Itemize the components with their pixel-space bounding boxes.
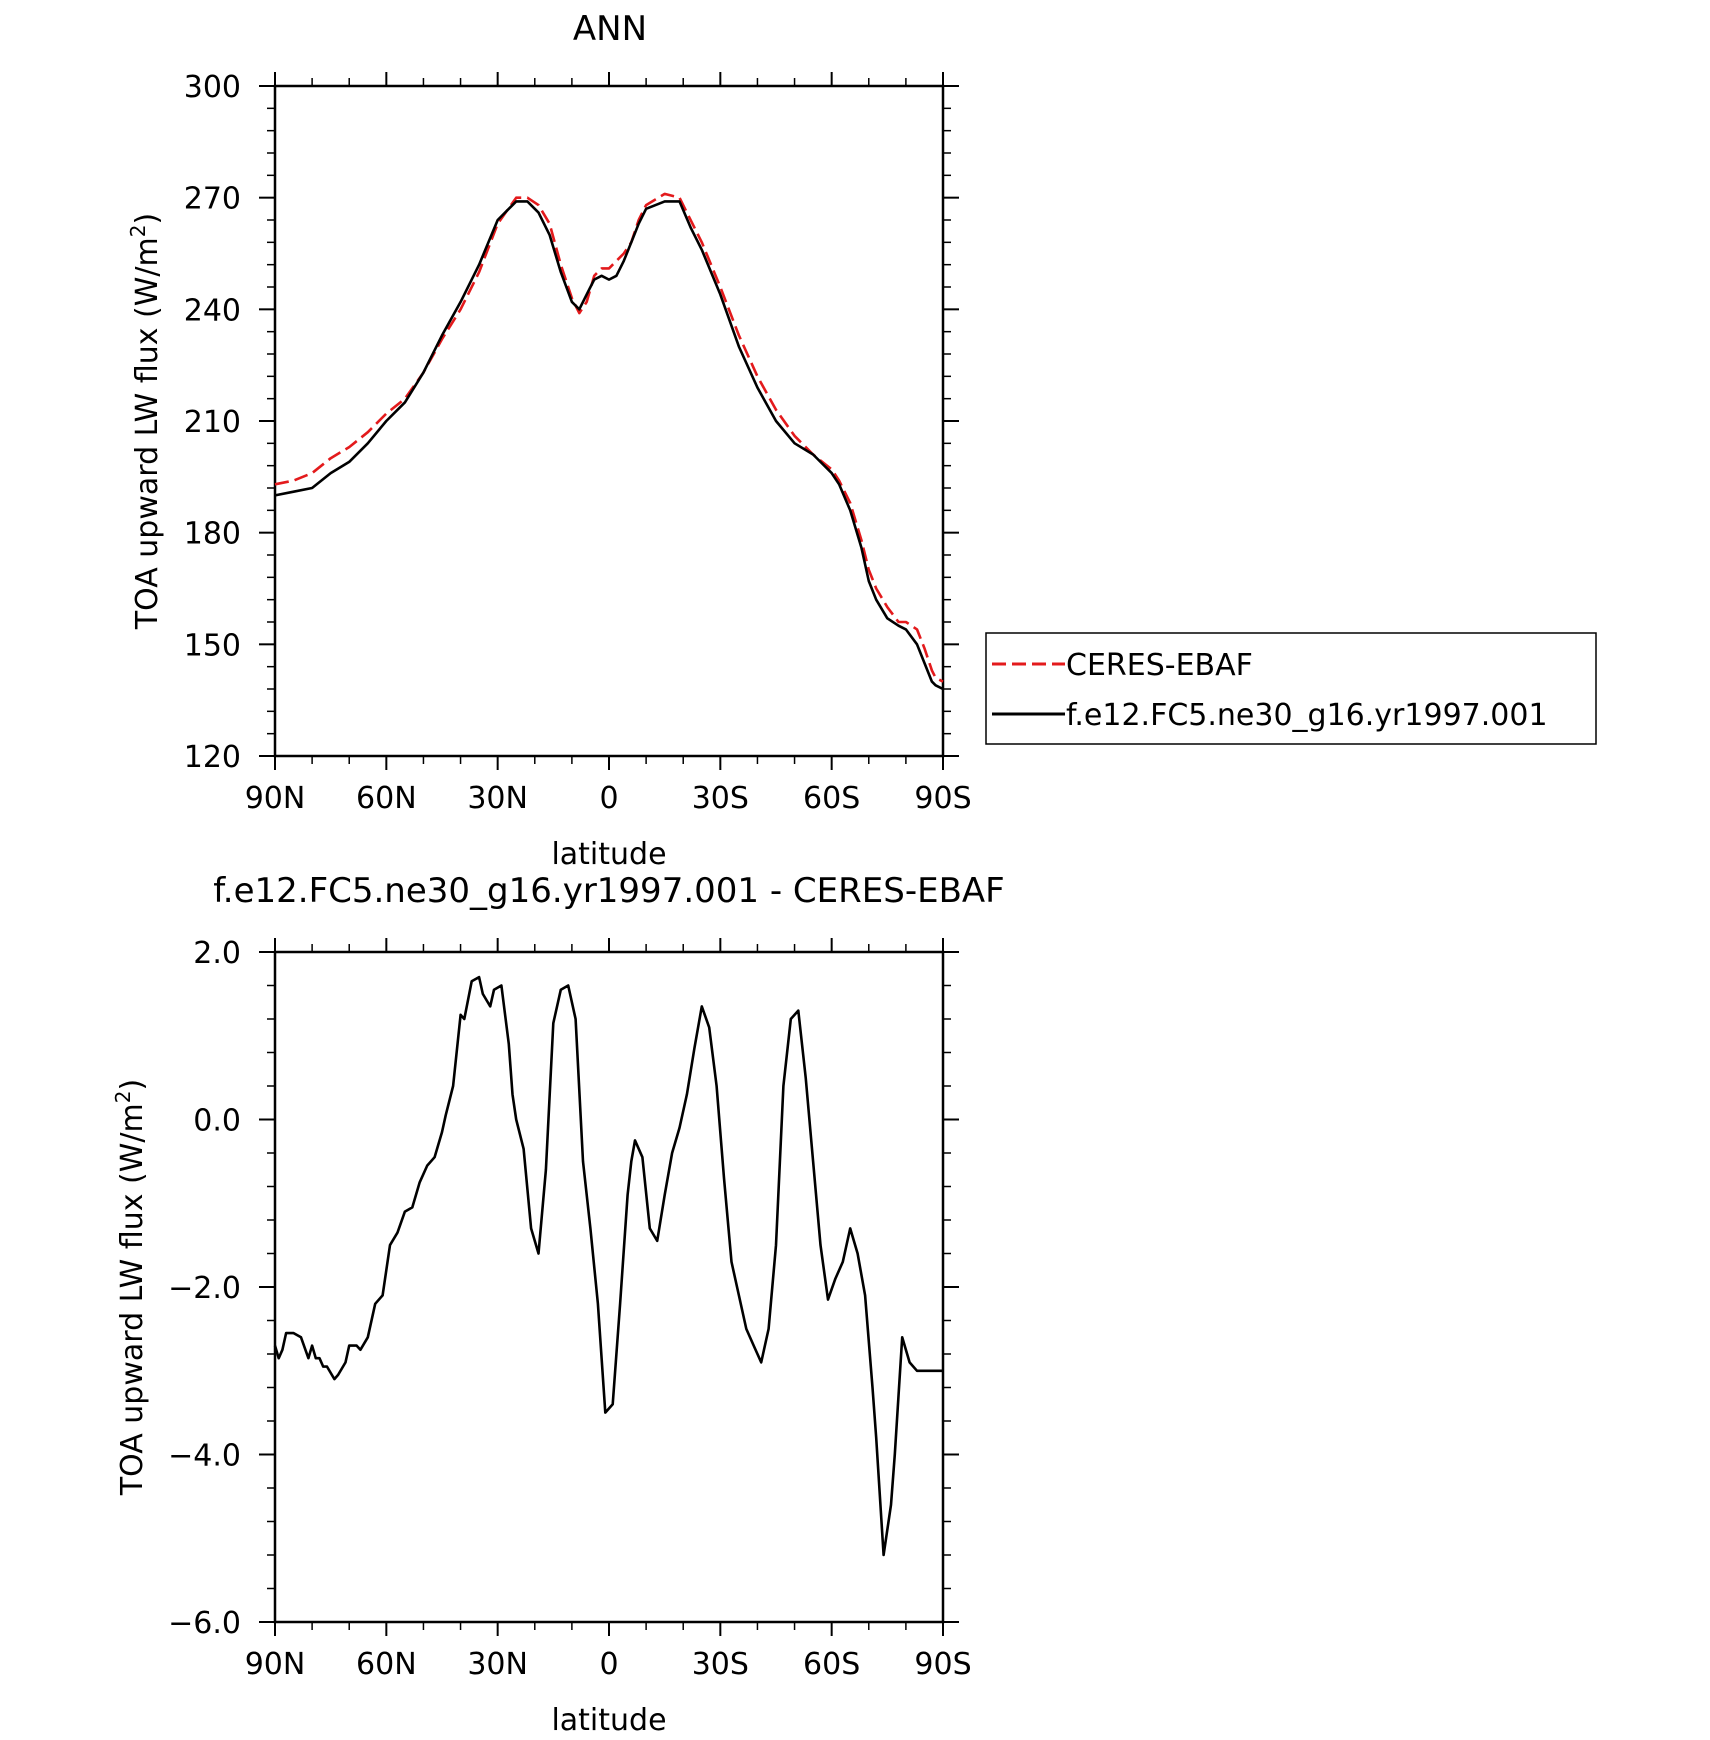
x-tick-label: 30S [692,781,749,816]
series-lines [273,975,943,1557]
chart-title: f.e12.FC5.ne30_g16.yr1997.001 - CERES-EB… [213,871,1004,911]
y-tick-label: −4.0 [168,1439,241,1474]
y-tick-label: 210 [184,405,241,440]
series-line-0 [273,975,943,1557]
chart-title: ANN [573,9,647,49]
y-axis-label-superscript: 2 [126,225,150,238]
x-tick-label: 60S [803,1647,860,1682]
y-axis-label-superscript: 2 [111,1091,135,1104]
y-axis-label: TOA upward LW flux (W/m2) [111,1079,150,1496]
x-tick-label: 30N [467,1647,528,1682]
series-lines [274,192,944,691]
series-line-0 [274,192,944,683]
legend-box [985,632,1597,745]
x-tick-label: 90S [914,1647,971,1682]
y-axis-label-text: TOA upward LW flux (W/m [130,237,165,630]
series-line-1 [274,200,944,691]
y-tick-label: 270 [184,182,241,217]
x-axis-label: latitude [551,1703,666,1738]
y-axis-label-suffix: ) [115,1079,150,1091]
y-tick-label: 0.0 [193,1104,241,1139]
plot-frame [273,84,945,758]
legend-label-model: f.e12.FC5.ne30_g16.yr1997.001 [1066,698,1548,733]
x-tick-label: 60N [356,1647,417,1682]
x-tick-label: 90S [914,781,971,816]
y-tick-label: −6.0 [168,1606,241,1641]
y-tick-label: 150 [184,628,241,663]
x-tick-label: 0 [599,781,618,816]
y-tick-label: 2.0 [193,936,241,971]
y-axis-label: TOA upward LW flux (W/m2) [126,213,165,630]
difference-chart: f.e12.FC5.ne30_g16.yr1997.001 - CERES-EB… [111,871,1005,1738]
x-tick-label: 0 [599,1647,618,1682]
x-tick-label: 30S [692,1647,749,1682]
axis-ticks: 90N 60N 30N 0 30S 60S 90S 120 150 180 210 240 270 300 [184,70,972,816]
axis-ticks: 90N 60N 30N 0 30S 60S 90S −6.0 −4.0 −2.0 0.0 2.0 [168,936,971,1682]
x-tick-label: 90N [245,1647,306,1682]
x-tick-label: 30N [467,781,528,816]
plot-frame [273,950,945,1624]
y-tick-label: 240 [184,293,241,328]
lw-flux-chart: ANN 90N 60N 30N 0 30S 60S 90S 120 150 180 210 240 27… [126,9,1597,872]
x-axis-label: latitude [551,837,666,872]
y-axis-label-text: TOA upward LW flux (W/m [115,1103,150,1496]
x-tick-label: 60S [803,781,860,816]
y-tick-label: 120 [184,740,241,775]
y-tick-label: 300 [184,70,241,105]
legend-label-ceres: CERES-EBAF [1066,648,1253,683]
y-tick-label: −2.0 [168,1271,241,1306]
y-tick-label: 180 [184,517,241,552]
x-tick-label: 90N [245,781,306,816]
y-axis-label-suffix: ) [130,213,165,225]
x-tick-label: 60N [356,781,417,816]
legend: CERES-EBAF f.e12.FC5.ne30_g16.yr1997.001 [985,632,1597,745]
